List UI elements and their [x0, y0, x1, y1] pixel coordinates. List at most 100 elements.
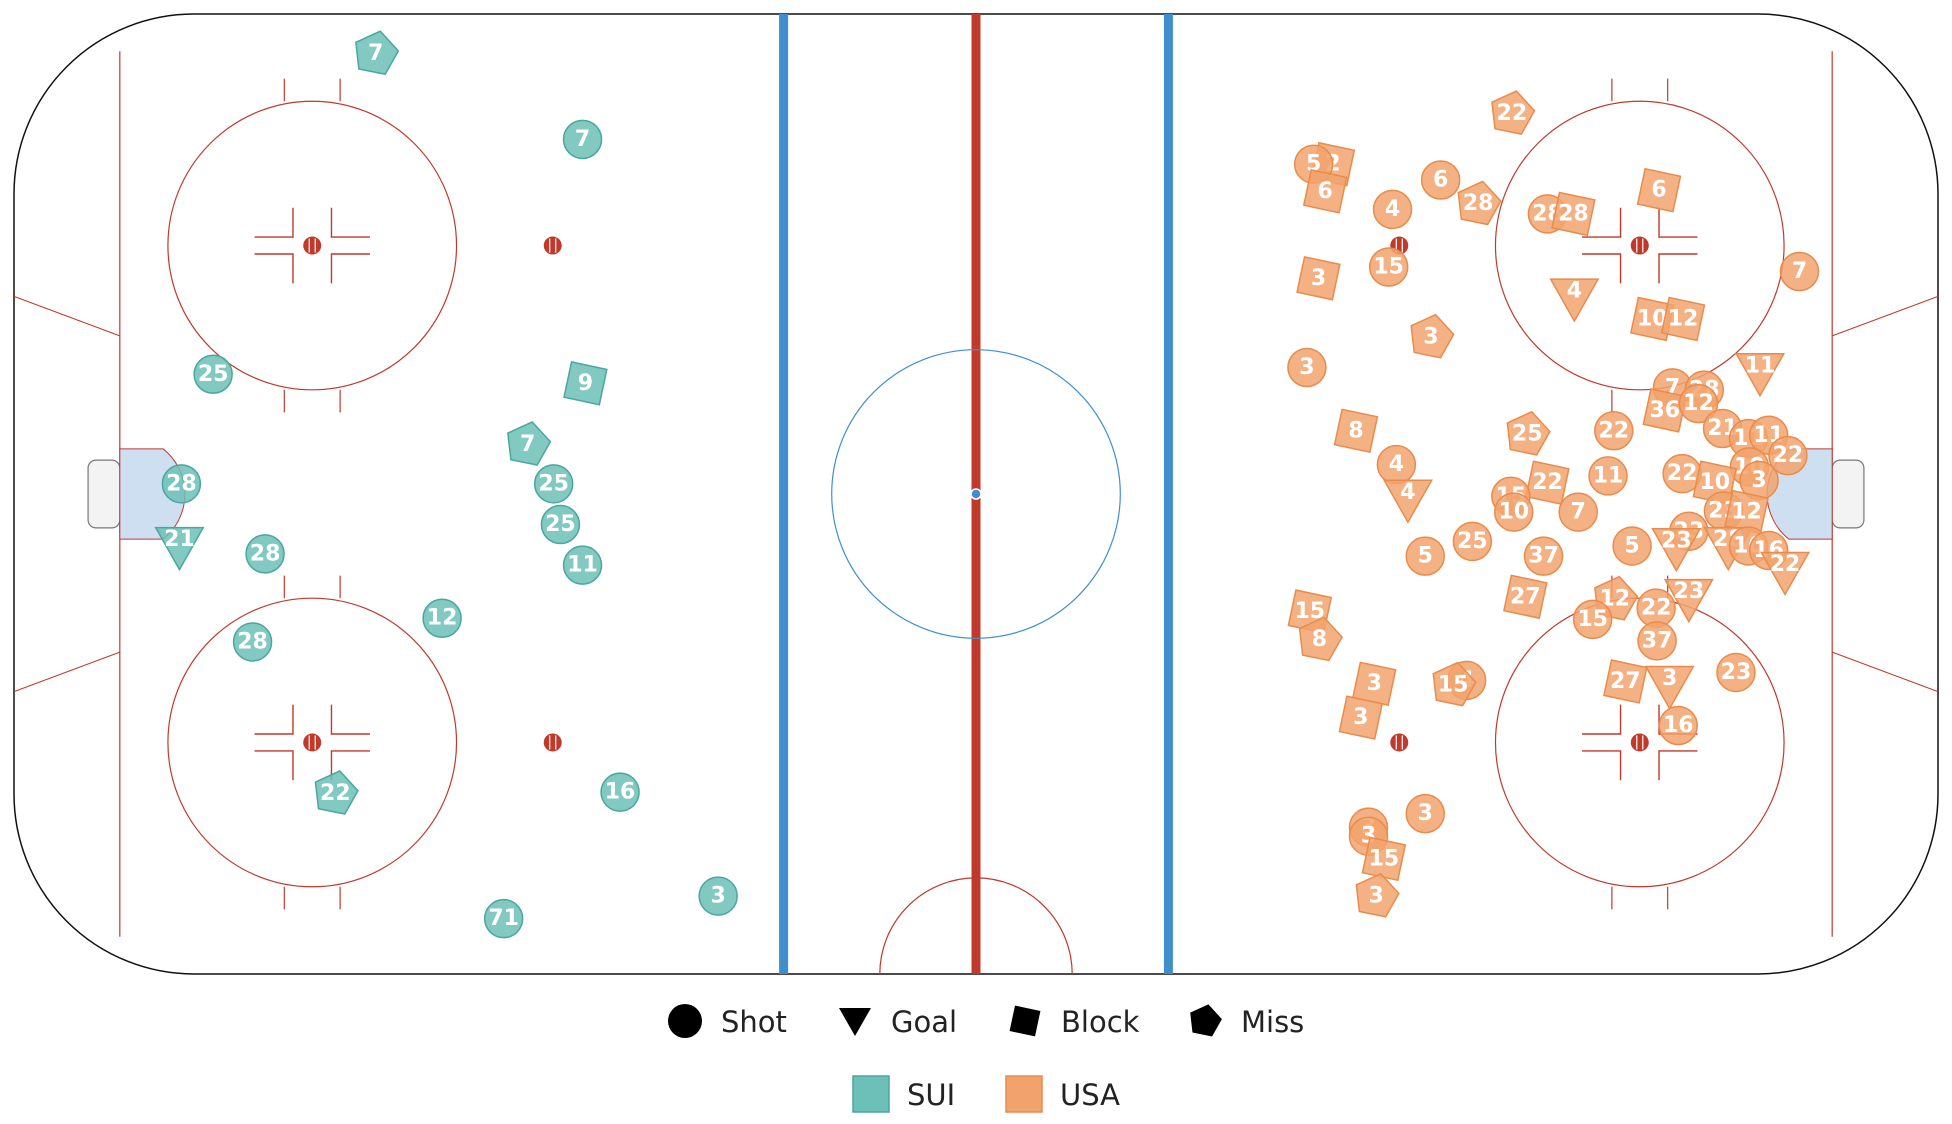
block-marker [1361, 836, 1407, 882]
event-marker-usa-block[interactable]: 27 [1503, 574, 1548, 620]
event-marker-usa-block[interactable]: 15 [1361, 836, 1407, 882]
event-marker-usa-shot[interactable]: 23 [1716, 652, 1756, 693]
legend-teams: SUI USA [852, 1075, 1120, 1113]
event-marker-usa-block[interactable]: 8 [1333, 408, 1379, 454]
event-marker-usa-shot[interactable]: 15 [1572, 599, 1613, 640]
event-marker-sui-shot[interactable]: 11 [562, 545, 603, 585]
shot-marker [1572, 599, 1613, 640]
event-marker-usa-block[interactable]: 28 [1551, 191, 1596, 237]
event-marker-usa-shot[interactable]: 4 [1376, 444, 1417, 485]
square-icon [1009, 1005, 1041, 1037]
event-marker-usa-shot[interactable]: 15 [1368, 247, 1409, 287]
trapezoid-line [1832, 295, 1939, 337]
shot-marker [562, 545, 603, 585]
event-marker-sui-shot[interactable]: 28 [245, 534, 285, 574]
shot-marker [1523, 536, 1564, 576]
event-marker-usa-block[interactable]: 6 [1636, 167, 1682, 213]
triangle-down-icon [839, 1008, 871, 1036]
trapezoid-line [1832, 651, 1939, 693]
event-marker-usa-block[interactable]: 36 [1642, 388, 1688, 433]
block-marker [1333, 408, 1379, 454]
event-marker-sui-shot[interactable]: 71 [483, 898, 524, 939]
event-marker-usa-shot[interactable]: 37 [1637, 621, 1677, 661]
event-marker-usa-block[interactable]: 12 [1660, 296, 1706, 342]
faceoff-dot [303, 236, 322, 255]
shot-marker [540, 504, 581, 545]
event-marker-sui-shot[interactable]: 7 [562, 119, 603, 160]
event-marker-usa-shot[interactable]: 22 [1594, 411, 1634, 451]
legend-item-sui[interactable]: SUI [852, 1075, 955, 1113]
event-marker-usa-shot[interactable]: 7 [1558, 492, 1598, 532]
referee-crease [879, 877, 1073, 975]
center-circle [831, 349, 1121, 639]
event-marker-usa-shot[interactable]: 3 [1405, 793, 1446, 834]
event-marker-sui-shot[interactable]: 28 [161, 464, 202, 504]
event-marker-sui-shot[interactable]: 28 [232, 622, 273, 662]
legend-item-block[interactable]: Block [1009, 1005, 1140, 1039]
goal-marker [1663, 578, 1714, 624]
shot-marker [232, 622, 273, 662]
legend-item-usa[interactable]: USA [1005, 1075, 1120, 1113]
legend-item-miss[interactable]: Miss [1190, 1004, 1304, 1039]
event-marker-usa-shot[interactable]: 5 [1405, 536, 1446, 576]
shot-marker [1768, 435, 1808, 476]
block-marker [1302, 169, 1348, 214]
goal-marker [1549, 278, 1600, 323]
event-marker-usa-block[interactable]: 22 [1525, 460, 1570, 506]
faceoff-hash [254, 207, 294, 238]
block-marker [1642, 388, 1688, 433]
event-marker-sui-shot[interactable]: 25 [540, 504, 581, 545]
team-swatch [1005, 1075, 1043, 1113]
shot-marker [600, 772, 640, 812]
hockey-rink [13, 13, 1939, 975]
shot-marker [533, 464, 574, 504]
goal-net [87, 459, 121, 529]
event-marker-usa-shot[interactable]: 25 [1452, 521, 1493, 562]
shot-marker [1594, 411, 1634, 451]
event-marker-sui-shot[interactable]: 25 [533, 464, 574, 504]
event-marker-usa-shot[interactable]: 7 [1779, 251, 1820, 292]
circle-icon [668, 1004, 702, 1038]
event-marker-usa-shot[interactable]: 10 [1494, 492, 1534, 532]
event-marker-usa-block[interactable]: 27 [1603, 659, 1648, 704]
event-marker-sui-shot[interactable]: 12 [422, 598, 462, 638]
event-marker-usa-block[interactable]: 6 [1302, 169, 1348, 214]
event-marker-usa-shot[interactable]: 4 [1372, 189, 1413, 230]
faceoff-dot [303, 733, 322, 752]
faceoff-circle [167, 100, 458, 391]
legend-item-goal[interactable]: Goal [839, 1005, 957, 1039]
shot-marker [1405, 793, 1446, 834]
event-marker-usa-shot[interactable]: 6 [1420, 160, 1461, 200]
event-marker-usa-shot[interactable]: 16 [1658, 705, 1699, 746]
neutral-faceoff-dot [1390, 733, 1409, 752]
shot-marker [422, 598, 462, 638]
faceoff-hash [1582, 750, 1622, 781]
legend-label: Goal [891, 1005, 957, 1039]
legend-label: Miss [1241, 1005, 1304, 1039]
event-marker-usa-shot[interactable]: 37 [1523, 536, 1564, 576]
shot-marker [1678, 383, 1719, 424]
event-marker-usa-block[interactable]: 3 [1296, 255, 1341, 301]
legend-item-shot[interactable]: Shot [668, 1004, 787, 1039]
miss-marker [1298, 616, 1344, 662]
miss-marker [1432, 661, 1477, 707]
trapezoid-line [13, 651, 120, 693]
block-marker [1338, 695, 1384, 740]
faceoff-hash [1582, 207, 1622, 238]
team-swatch [852, 1075, 890, 1113]
shot-marker [161, 464, 202, 504]
event-marker-sui-shot[interactable]: 16 [600, 772, 640, 812]
event-marker-usa-shot[interactable]: 11 [1588, 456, 1628, 496]
event-marker-sui-block[interactable]: 9 [563, 361, 608, 406]
shot-marker [1287, 347, 1327, 388]
faceoff-hash [1658, 253, 1698, 284]
block-marker [1636, 167, 1682, 213]
event-marker-usa-shot[interactable]: 5 [1612, 526, 1652, 566]
goal-marker [1760, 551, 1811, 596]
pentagon-icon [1190, 1004, 1222, 1037]
event-marker-usa-block[interactable]: 3 [1338, 695, 1384, 740]
goal-marker [1651, 528, 1702, 573]
event-marker-usa-shot[interactable]: 3 [1287, 347, 1327, 388]
event-marker-sui-shot[interactable]: 25 [193, 354, 233, 395]
event-marker-sui-shot[interactable]: 3 [698, 876, 738, 916]
